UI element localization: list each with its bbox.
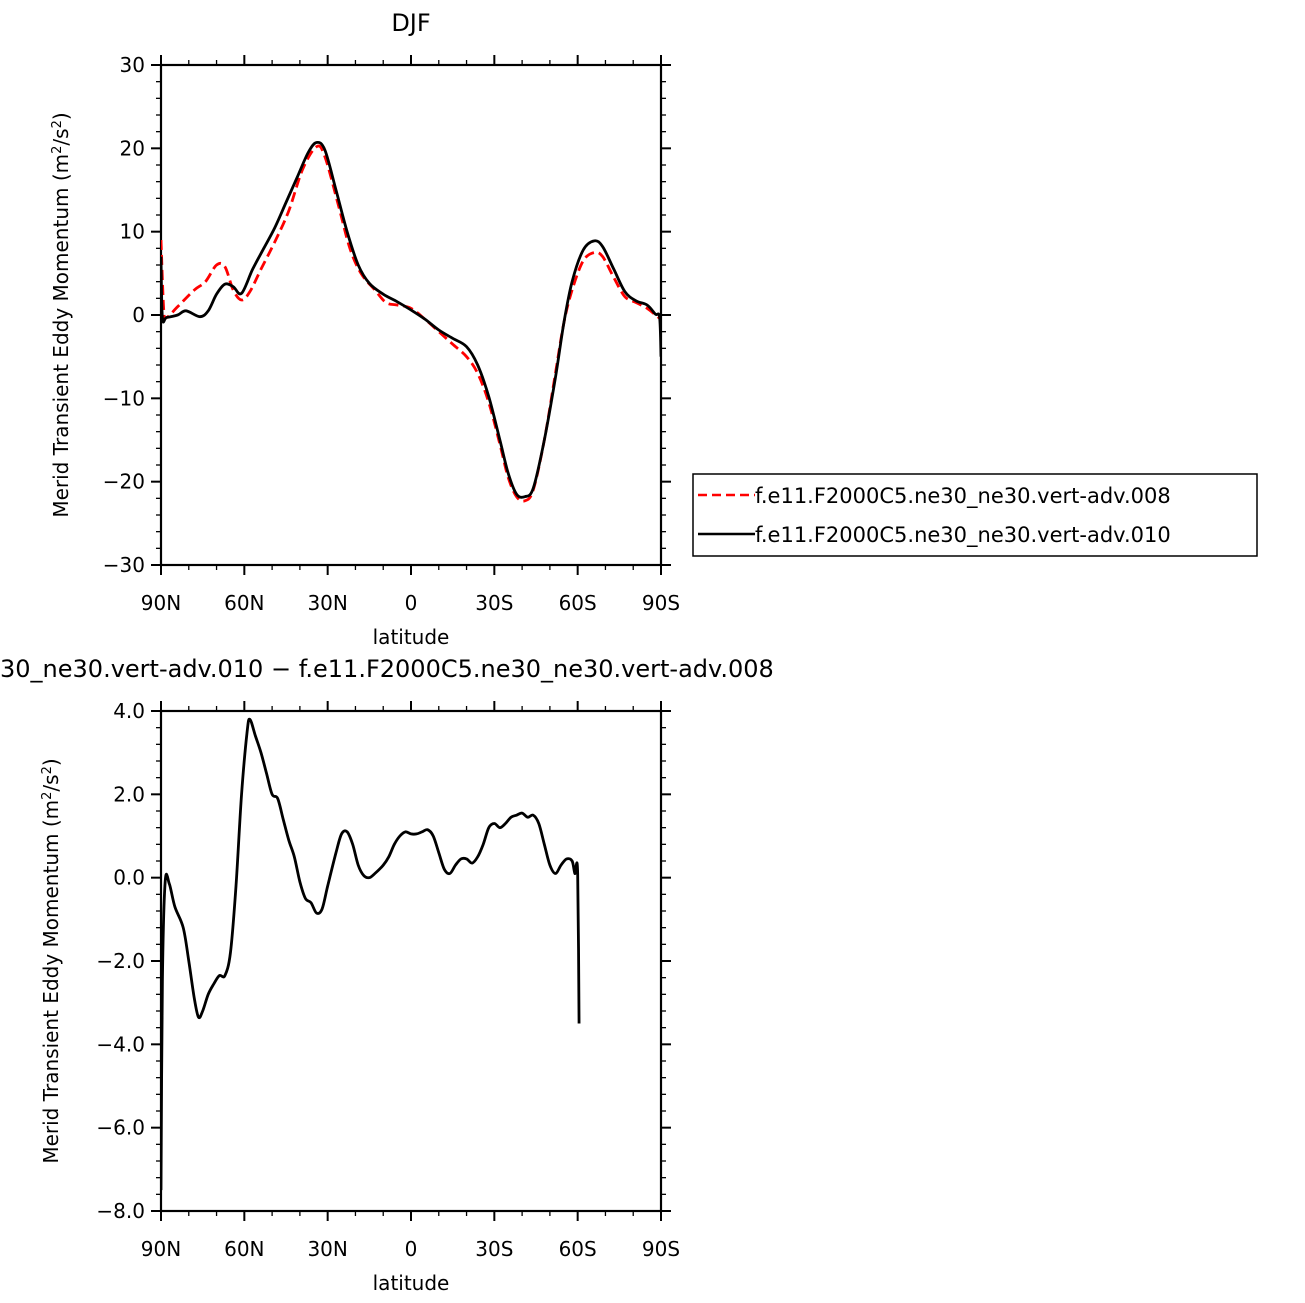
top-y-tick-label: 0 — [132, 303, 145, 327]
top-y-tick-label: 10 — [120, 220, 145, 244]
legend: f.e11.F2000C5.ne30_ne30.vert-adv.008 f.e… — [692, 473, 1258, 557]
bottom-series-line-0 — [161, 717, 581, 1191]
top-y-tick-label: −30 — [103, 553, 145, 577]
bottom-y-tick-label: −4.0 — [96, 1032, 145, 1056]
top-x-tick-label: 30S — [475, 591, 513, 615]
bottom-y-tick-label: 0.0 — [113, 866, 145, 890]
bottom-x-axis-label: latitude — [373, 1271, 450, 1295]
bottom-y-tick-label: −6.0 — [96, 1116, 145, 1140]
top-y-axis-label: Merid Transient Eddy Momentum (m2/s2) — [49, 112, 73, 517]
bottom-x-tick-label: 60S — [559, 1237, 597, 1261]
bottom-x-tick-label: 60N — [224, 1237, 264, 1261]
bottom-x-tick-label: 30S — [475, 1237, 513, 1261]
bottom-chart: f.e11.F2000C5.ne30_ne30.vert-adv.010 − f… — [0, 655, 774, 1295]
top-x-tick-label: 90S — [642, 591, 680, 615]
top-x-tick-label: 90N — [141, 591, 181, 615]
top-series-line-1 — [161, 140, 661, 499]
legend-label-series-008: f.e11.F2000C5.ne30_ne30.vert-adv.008 — [755, 484, 1171, 509]
bottom-x-tick-label: 0 — [405, 1237, 418, 1261]
legend-box — [692, 473, 1258, 557]
top-y-tick-label: −20 — [103, 470, 145, 494]
bottom-x-tick-label: 30N — [307, 1237, 347, 1261]
top-x-tick-label: 30N — [307, 591, 347, 615]
top-plot-area: −30 −20 −10 0 10 20 30 90N 60N 30N 0 30S 60S 90S — [103, 53, 680, 615]
top-chart-title: DJF — [391, 9, 430, 37]
bottom-y-tick-label: 2.0 — [113, 782, 145, 806]
top-y-tick-label: −10 — [103, 386, 145, 410]
bottom-y-tick-label: 4.0 — [113, 699, 145, 723]
top-y-tick-label: 20 — [120, 136, 145, 160]
top-x-tick-label: 0 — [405, 591, 418, 615]
bottom-y-tick-label: −8.0 — [96, 1199, 145, 1223]
legend-label-series-010: f.e11.F2000C5.ne30_ne30.vert-adv.010 — [755, 523, 1171, 548]
top-y-tick-label: 30 — [120, 53, 145, 77]
top-x-axis-label: latitude — [373, 625, 450, 649]
bottom-y-axis-label: Merid Transient Eddy Momentum (m2/s2) — [39, 758, 63, 1163]
bottom-chart-title: f.e11.F2000C5.ne30_ne30.vert-adv.010 − f… — [0, 655, 774, 683]
bottom-y-tick-label: −2.0 — [96, 949, 145, 973]
top-x-tick-label: 60S — [559, 591, 597, 615]
bottom-plot-area: −8.0 −6.0 −4.0 −2.0 0.0 2.0 4.0 90N 60N 30N 0 30S 60… — [96, 699, 680, 1261]
bottom-x-tick-label: 90S — [642, 1237, 680, 1261]
top-x-tick-label: 60N — [224, 591, 264, 615]
bottom-x-tick-label: 90N — [141, 1237, 181, 1261]
